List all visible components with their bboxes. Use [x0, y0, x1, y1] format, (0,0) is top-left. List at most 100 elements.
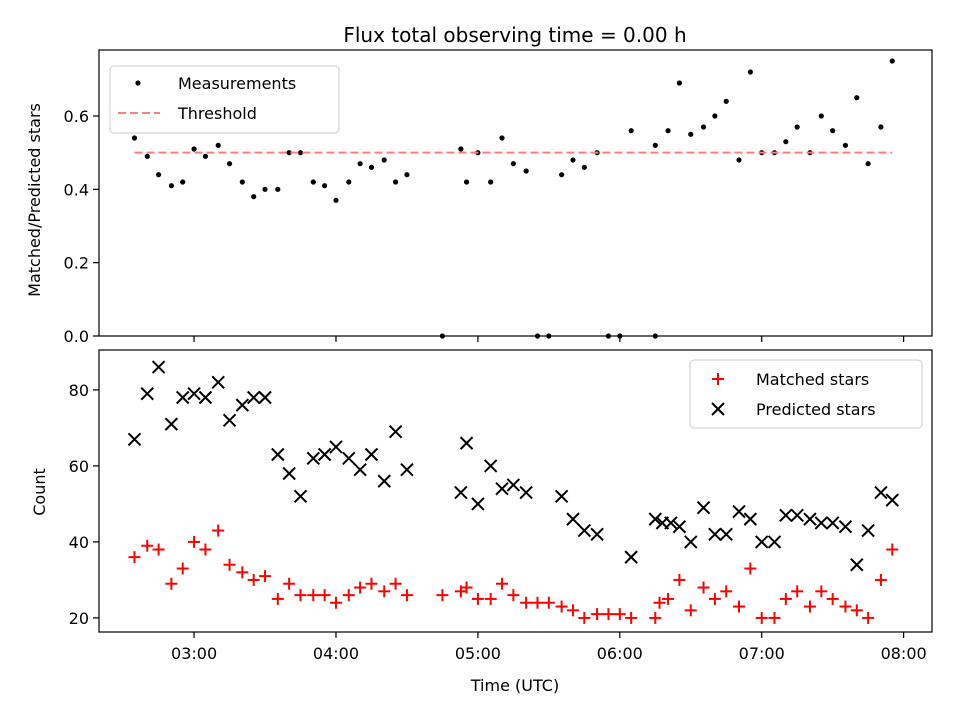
- measurement-point: [676, 80, 683, 86]
- legend-threshold-label: Threshold: [177, 104, 257, 123]
- matched-star-point: [755, 611, 768, 624]
- matched-star-point: [613, 608, 626, 621]
- measurement-point: [665, 128, 671, 134]
- bottom-xtick-label: 06:00: [597, 644, 643, 663]
- legend-measurements-marker: [135, 80, 141, 86]
- top-legend-box: [109, 65, 340, 134]
- matched-star-point: [389, 577, 402, 590]
- predicted-star-point: [664, 516, 678, 530]
- matched-star-point: [378, 585, 391, 598]
- bottom-axes-frame: [98, 349, 933, 633]
- matched-star-point: [697, 581, 710, 594]
- measurement-point: [499, 135, 505, 141]
- top-axes-frame: [98, 49, 933, 337]
- matched-star-point: [247, 573, 260, 586]
- matched-star-point: [365, 577, 378, 590]
- predicted-star-point: [850, 558, 864, 572]
- measurement-point: [168, 183, 174, 189]
- top-ytick-label: 0.6: [64, 107, 89, 126]
- measurement-point: [712, 113, 718, 119]
- predicted-star-point: [743, 512, 758, 526]
- predicted-star-point: [672, 520, 687, 534]
- bottom-ytick-label: 60: [69, 457, 89, 476]
- matched-star-point: [223, 558, 236, 571]
- predicted-star-point: [258, 390, 272, 405]
- measurement-point: [156, 172, 162, 178]
- predicted-star-point: [198, 390, 213, 405]
- predicted-star-point: [246, 390, 261, 405]
- predicted-star-point: [271, 447, 285, 462]
- matched-star-point: [862, 611, 875, 624]
- matched-star-point: [471, 592, 484, 605]
- matched-star-point: [188, 535, 201, 548]
- bottom-x-ticks: 03:00 04:00 05:00 06:00 07:00 08:00: [171, 632, 927, 663]
- measurement-point: [286, 150, 292, 156]
- matched-star-point: [720, 585, 733, 598]
- predicted-star-point: [282, 466, 296, 481]
- matched-star-point: [779, 592, 792, 605]
- predicted-star-point: [342, 451, 356, 466]
- measurement-point: [458, 146, 464, 152]
- predicted-star-point: [506, 478, 521, 492]
- ratio-panel: Flux total observing time = 0.00 h Match…: [25, 23, 933, 346]
- predicted-star-point: [293, 489, 308, 504]
- measurement-point: [368, 164, 375, 170]
- measurement-point: [865, 161, 871, 167]
- matched-star-point: [826, 592, 839, 605]
- bottom-ytick-label: 80: [69, 381, 89, 400]
- matched-star-point: [165, 577, 178, 590]
- predicted-star-point: [732, 504, 746, 519]
- measurement-point: [559, 172, 565, 178]
- top-ytick-label: 0.2: [64, 254, 89, 273]
- predicted-star-point: [222, 413, 237, 428]
- measurement-point: [628, 128, 634, 134]
- measurement-point: [794, 124, 800, 130]
- measurement-point: [818, 113, 824, 119]
- measurement-point: [510, 161, 516, 167]
- top-ylabel: Matched/Predicted stars: [25, 103, 44, 297]
- matched-star-point: [507, 589, 520, 602]
- measurement-point: [131, 135, 138, 141]
- predicted-star-point: [187, 386, 201, 401]
- predicted-star-point: [495, 482, 509, 496]
- matched-star-point: [566, 604, 579, 617]
- matched-star-point: [591, 608, 604, 621]
- matched-star-point: [839, 600, 852, 613]
- matched-star-point: [673, 573, 686, 586]
- predicted-star-point: [140, 386, 154, 401]
- bottom-xtick-label: 03:00: [171, 644, 217, 663]
- matched-star-point: [803, 600, 816, 613]
- predicted-star-point: [874, 485, 888, 500]
- predicted-star-point: [483, 459, 498, 473]
- predicted-star-point: [127, 432, 142, 447]
- top-ytick-label: 0.4: [64, 180, 89, 199]
- predicted-star-point: [790, 508, 804, 523]
- measurement-point: [404, 172, 410, 178]
- legend-predicted-label: Predicted stars: [756, 400, 876, 419]
- measurement-point: [488, 179, 494, 185]
- top-marks: [131, 58, 895, 339]
- top-y-ticks: 0.0 0.2 0.4 0.6: [64, 107, 99, 346]
- measurement-point: [889, 58, 895, 64]
- measurement-point: [202, 153, 209, 159]
- predicted-star-point: [400, 463, 414, 477]
- matched-star-point: [850, 604, 863, 617]
- matched-star-point: [236, 566, 249, 579]
- measurement-point: [310, 179, 316, 185]
- measurement-point: [144, 153, 150, 159]
- predicted-star-point: [471, 497, 485, 511]
- matched-star-point: [271, 592, 284, 605]
- legend-predicted-marker: [711, 402, 725, 416]
- bottom-xtick-label: 07:00: [739, 644, 785, 663]
- measurement-point: [830, 128, 836, 134]
- measurement-point: [463, 179, 470, 185]
- predicted-star-point: [684, 535, 698, 549]
- measurement-point: [723, 98, 729, 104]
- measurement-point: [239, 179, 245, 185]
- predicted-star-point: [708, 527, 722, 542]
- matched-star-point: [400, 589, 413, 602]
- matched-star-point: [329, 596, 342, 609]
- matched-star-point: [141, 539, 154, 552]
- matched-star-point: [460, 581, 473, 594]
- matched-star-point: [684, 604, 697, 617]
